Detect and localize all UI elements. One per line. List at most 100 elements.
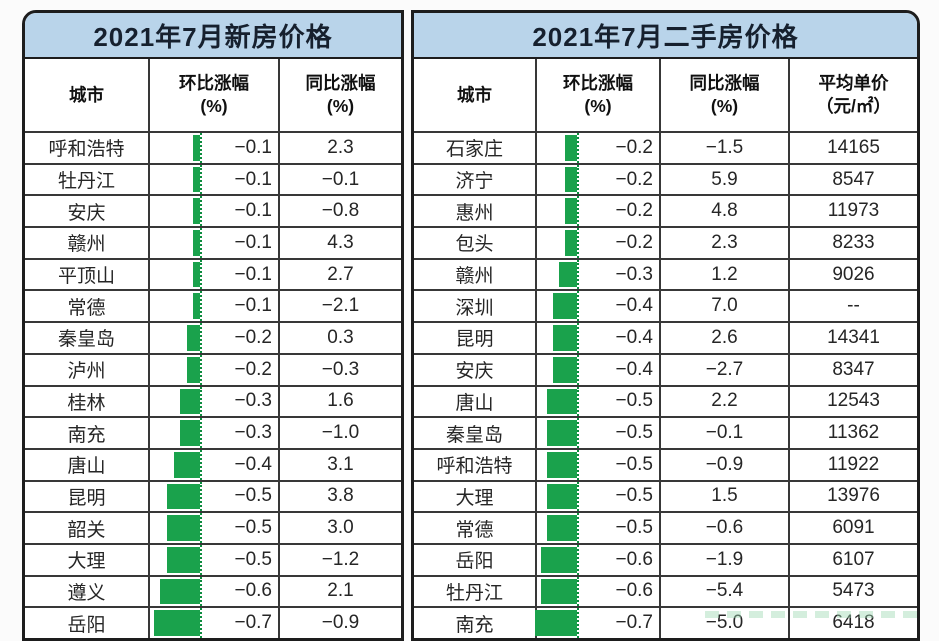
negative-data-bar <box>193 198 200 225</box>
bar-axis-line <box>200 133 202 163</box>
mom-change-value: −0.5 <box>234 485 272 507</box>
mom-change-cell: −0.1 <box>150 196 280 227</box>
negative-data-bar <box>547 515 577 541</box>
yoy-change-cell: 3.8 <box>327 485 354 507</box>
yoy-change-cell: 4.8 <box>661 196 790 227</box>
yoy-change-cell: −0.1 <box>321 168 360 190</box>
city-cell: 深圳 <box>414 291 537 322</box>
avg-price-cell: 11973 <box>827 200 880 222</box>
bar-axis-line <box>577 291 579 322</box>
column-header: 同比涨幅 (%) <box>661 59 790 131</box>
mom-change-value: −0.4 <box>615 295 653 317</box>
yoy-change-cell: 1.6 <box>327 390 354 412</box>
city-cell: 呼和浩特 <box>414 449 537 480</box>
mom-change-cell: −0.7 <box>150 608 280 638</box>
yoy-change-cell: −5.4 <box>661 576 790 607</box>
bar-axis-line <box>200 608 202 638</box>
secondhand-table-body: 石家庄 −0.2 −1.5 14165 济宁 −0.2 5.9 8547 惠州 −0.2 4.8 11… <box>414 133 917 638</box>
table-row: 济宁 −0.2 5.9 8547 <box>414 164 917 197</box>
bar-axis-line <box>200 449 202 480</box>
negative-data-bar <box>565 135 577 161</box>
mom-change-cell: −0.6 <box>537 576 661 607</box>
bar-axis-line <box>577 576 579 607</box>
bar-axis-line <box>577 449 579 480</box>
table-row: 唐山 −0.4 3.1 <box>25 449 401 482</box>
city-cell: 济宁 <box>414 164 537 195</box>
yoy-change-cell: −0.1 <box>661 418 790 448</box>
mom-change-cell: −0.6 <box>150 576 280 607</box>
city-cell: 大理 <box>414 481 537 512</box>
mom-change-value: −0.4 <box>234 453 272 475</box>
yoy-change-cell: 2.2 <box>661 386 790 417</box>
mom-change-cell: −0.1 <box>150 133 280 163</box>
mom-change-cell: −0.3 <box>537 259 661 290</box>
mom-change-cell: −0.2 <box>150 354 280 385</box>
mom-change-value: −0.1 <box>234 263 272 285</box>
column-header: 环比涨幅 (%) <box>150 59 280 131</box>
negative-data-bar <box>193 166 200 193</box>
bar-axis-line <box>577 228 579 258</box>
watermark-smudge <box>705 611 920 618</box>
avg-price-cell: 5473 <box>832 580 875 602</box>
mom-change-cell: −0.1 <box>150 259 280 290</box>
table-row: 安庆 −0.1 −0.8 <box>25 196 401 229</box>
mom-change-cell: −0.5 <box>150 544 280 575</box>
avg-price-cell: 8347 <box>832 358 875 380</box>
table-row: 石家庄 −0.2 −1.5 14165 <box>414 133 917 165</box>
table-row: 韶关 −0.5 3.0 <box>25 513 401 545</box>
secondhand-table-header: 城市 环比涨幅 (%) 同比涨幅 (%) 平均单价 （元/㎡） <box>414 59 917 133</box>
yoy-change-cell: −1.0 <box>321 422 360 444</box>
city-cell: 平顶山 <box>25 259 150 290</box>
table-row: 昆明 −0.4 2.6 14341 <box>414 323 917 355</box>
avg-price-cell: 11922 <box>827 453 880 475</box>
mom-change-cell: −0.5 <box>537 481 661 512</box>
negative-data-bar <box>193 261 200 288</box>
avg-price-cell: 8547 <box>832 168 875 190</box>
yoy-change-cell: 5.9 <box>661 164 790 195</box>
negative-data-bar <box>565 230 577 256</box>
city-cell: 桂林 <box>25 386 150 417</box>
city-cell: 包头 <box>414 228 537 258</box>
negative-data-bar <box>160 578 200 605</box>
negative-data-bar <box>193 293 200 320</box>
mom-change-value: −0.7 <box>615 612 653 634</box>
city-cell: 唐山 <box>414 386 537 417</box>
city-cell: 大理 <box>25 544 150 575</box>
mom-change-value: −0.2 <box>234 326 272 348</box>
city-cell: 韶关 <box>25 513 150 543</box>
mom-change-value: −0.5 <box>234 517 272 539</box>
mom-change-cell: −0.7 <box>535 608 661 638</box>
city-cell: 遵义 <box>25 576 150 607</box>
bar-axis-line <box>577 608 579 638</box>
table-row: 牡丹江 −0.1 −0.1 <box>25 164 401 197</box>
yoy-change-cell: 0.3 <box>327 326 354 348</box>
table-row: 大理 −0.5 1.5 13976 <box>414 481 917 514</box>
negative-data-bar <box>541 546 577 573</box>
city-cell: 秦皇岛 <box>414 418 537 448</box>
table-row: 遵义 −0.6 2.1 <box>25 576 401 609</box>
yoy-change-cell: 7.0 <box>661 291 790 322</box>
mom-change-value: −0.5 <box>615 390 653 412</box>
yoy-change-cell: 1.5 <box>661 481 790 512</box>
city-cell: 呼和浩特 <box>25 133 150 163</box>
table-row: 牡丹江 −0.6 −5.4 5473 <box>414 576 917 609</box>
negative-data-bar <box>565 166 577 193</box>
city-cell: 安庆 <box>414 354 537 385</box>
yoy-change-cell: −0.6 <box>661 513 790 543</box>
city-cell: 岳阳 <box>25 608 150 638</box>
city-cell: 惠州 <box>414 196 537 227</box>
mom-change-value: −0.5 <box>615 453 653 475</box>
city-cell: 昆明 <box>25 481 150 512</box>
mom-change-cell: −0.6 <box>537 544 661 575</box>
city-cell: 泸州 <box>25 354 150 385</box>
negative-data-bar <box>547 388 577 415</box>
yoy-change-cell: 4.3 <box>327 231 354 253</box>
negative-data-bar <box>547 420 577 446</box>
column-header: 环比涨幅 (%) <box>537 59 661 131</box>
city-cell: 赣州 <box>25 228 150 258</box>
bar-axis-line <box>200 196 202 227</box>
yoy-change-cell: 1.2 <box>661 259 790 290</box>
table-row: 岳阳 −0.6 −1.9 6107 <box>414 544 917 577</box>
mom-change-value: −0.6 <box>234 580 272 602</box>
yoy-change-cell: 2.1 <box>327 580 354 602</box>
